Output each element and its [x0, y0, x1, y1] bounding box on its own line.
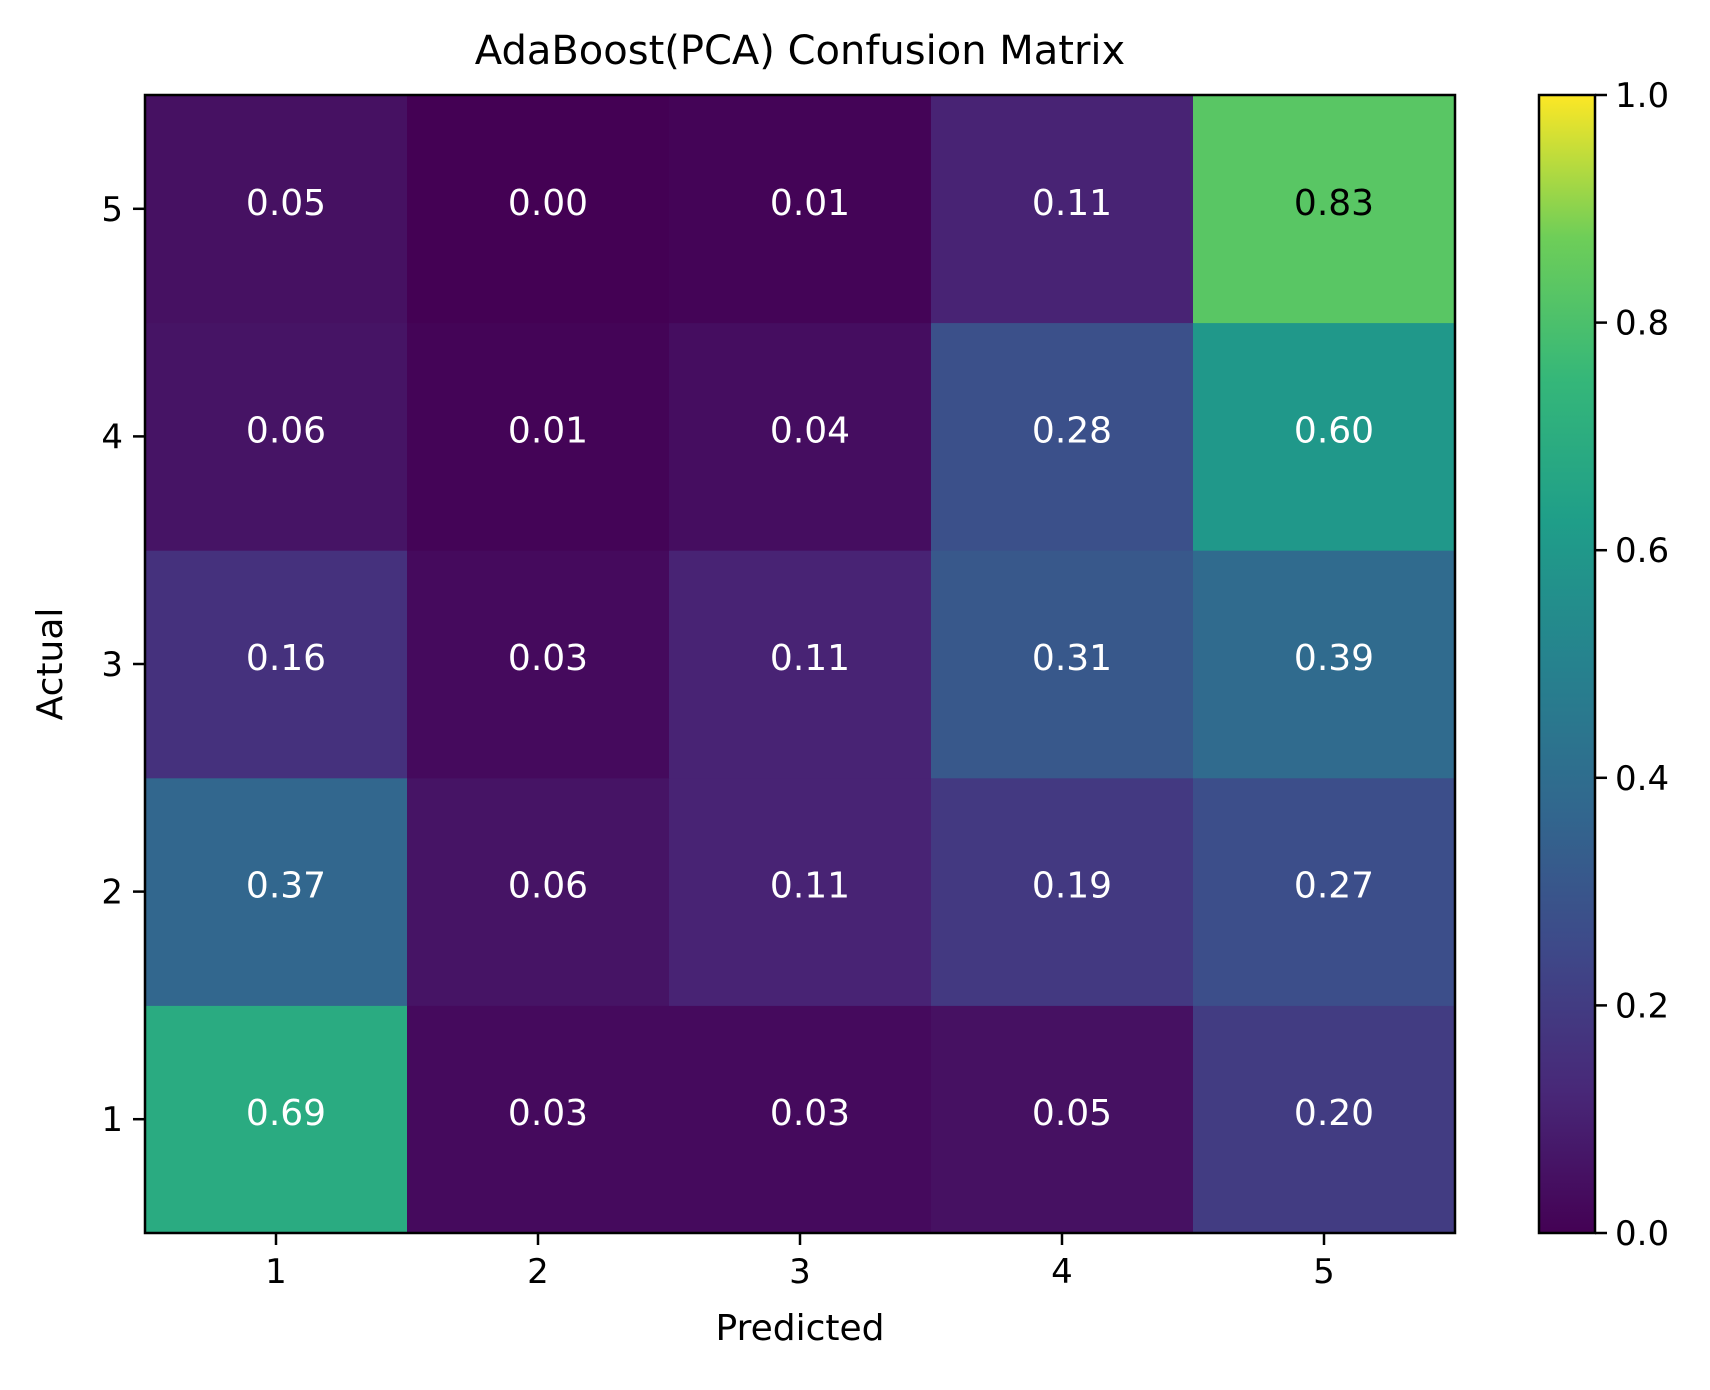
heatmap-cell-r1-c3 [669, 1005, 932, 1234]
heatmap-cell-r2-c4 [931, 777, 1194, 1006]
y-tick-label: 2 [101, 873, 123, 913]
cell-value-label: 0.27 [1294, 866, 1374, 907]
colorbar [1537, 93, 1597, 1235]
heatmap-cell-r4-c1 [145, 322, 408, 551]
cell-value-label: 0.11 [770, 638, 850, 679]
heatmap-cell-r5-c5 [1193, 95, 1456, 324]
colorbar-ticks: 0.0 0.2 0.4 0.6 0.8 1.0 [1595, 76, 1669, 1254]
heatmap-cell-r2-c2 [407, 777, 670, 1006]
x-tick-label: 2 [527, 1252, 549, 1292]
colorbar-tick-label: 0.2 [1615, 986, 1669, 1026]
x-tick-label: 1 [265, 1252, 287, 1292]
cell-value-label: 0.00 [508, 183, 588, 224]
heatmap-cells [145, 95, 1456, 1234]
cell-value-label: 0.03 [508, 638, 588, 679]
heatmap-cell-r3-c3 [669, 550, 932, 779]
chart-title: AdaBoost(PCA) Confusion Matrix [475, 28, 1125, 74]
cell-value-label: 0.19 [1032, 866, 1112, 907]
heatmap-cell-r4-c4 [931, 322, 1194, 551]
heatmap-cell-r5-c1 [145, 95, 408, 324]
y-tick-label: 4 [101, 417, 123, 457]
heatmap-cell-r4-c5 [1193, 322, 1456, 551]
heatmap-cell-r5-c3 [669, 95, 932, 324]
x-axis-label: Predicted [716, 1308, 885, 1349]
heatmap-cell-r5-c2 [407, 95, 670, 324]
heatmap-cell-r3-c5 [1193, 550, 1456, 779]
cell-value-label: 0.28 [1032, 410, 1112, 451]
heatmap-cell-r4-c3 [669, 322, 932, 551]
cell-value-label: 0.05 [246, 183, 326, 224]
cell-value-label: 0.16 [246, 638, 326, 679]
y-axis-label: Actual [30, 608, 71, 721]
heatmap-cell-r1-c1 [145, 1005, 408, 1234]
heatmap-cell-r1-c2 [407, 1005, 670, 1234]
cell-value-label: 0.69 [246, 1093, 326, 1134]
heatmap-cell-r3-c1 [145, 550, 408, 779]
heatmap-cell-r2-c3 [669, 777, 932, 1006]
colorbar-tick-label: 1.0 [1615, 76, 1669, 116]
heatmap-cell-r3-c2 [407, 550, 670, 779]
cell-value-label: 0.39 [1294, 638, 1374, 679]
heatmap-cell-r4-c2 [407, 322, 670, 551]
cell-value-label: 0.06 [246, 410, 326, 451]
x-tick-label: 3 [789, 1252, 811, 1292]
heatmap-cell-r5-c4 [931, 95, 1194, 324]
heatmap-cell-r1-c4 [931, 1005, 1194, 1234]
cell-value-label: 0.31 [1032, 638, 1112, 679]
heatmap-cell-r2-c1 [145, 777, 408, 1006]
cell-value-label: 0.11 [1032, 183, 1112, 224]
cell-value-label: 0.04 [770, 410, 850, 451]
heatmap-cell-r2-c5 [1193, 777, 1456, 1006]
cell-value-label: 0.05 [1032, 1093, 1112, 1134]
colorbar-tick-label: 0.4 [1615, 759, 1669, 799]
y-axis: 1 2 3 4 5 [101, 190, 145, 1140]
colorbar-tick-label: 0.6 [1615, 531, 1669, 571]
cell-value-label: 0.06 [508, 866, 588, 907]
colorbar-tick-label: 0.8 [1615, 304, 1669, 344]
cell-value-label: 0.01 [508, 410, 588, 451]
cell-value-label: 0.60 [1294, 410, 1374, 451]
heatmap-cell-r3-c4 [931, 550, 1194, 779]
y-tick-label: 1 [101, 1100, 123, 1140]
y-tick-label: 3 [101, 645, 123, 685]
heatmap-cell-labels: 0.69 0.03 0.03 0.05 0.20 0.37 0.06 0.11 0.19 0.27… [246, 183, 1374, 1134]
cell-value-label: 0.11 [770, 866, 850, 907]
cell-value-label: 0.03 [770, 1093, 850, 1134]
x-tick-label: 5 [1313, 1252, 1335, 1292]
cell-value-label: 0.37 [246, 866, 326, 907]
cell-value-label: 0.03 [508, 1093, 588, 1134]
cell-value-label: 0.01 [770, 183, 850, 224]
x-axis: 1 2 3 4 5 [265, 1233, 1335, 1292]
cell-value-label: 0.83 [1294, 183, 1374, 224]
colorbar-tick-label: 0.0 [1615, 1214, 1669, 1254]
x-tick-label: 4 [1051, 1252, 1073, 1292]
cell-value-label: 0.20 [1294, 1093, 1374, 1134]
heatmap-cell-r1-c5 [1193, 1005, 1456, 1234]
y-tick-label: 5 [101, 190, 123, 230]
